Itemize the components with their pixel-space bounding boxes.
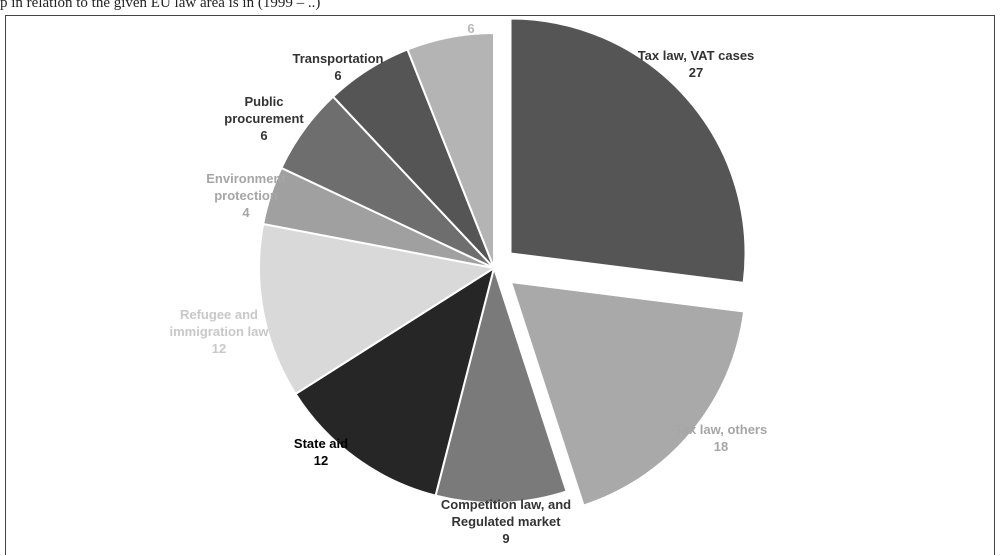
slice-name-refugee-and-immigration-law: immigration law xyxy=(170,324,270,339)
slice-label-environment-protection: Environment protection 4 xyxy=(206,171,286,220)
slice-name-public-procurement: procurement xyxy=(224,111,304,126)
pie-chart: Tax law, VAT cases 27 Tax law, others 18 Com… xyxy=(170,16,768,546)
slice-label-refugee-and-immigration-law: Refugee and immigration law 12 xyxy=(170,307,270,356)
slice-name-transportation: Transportation xyxy=(292,51,383,66)
pie-slice-tax-law-vat-cases xyxy=(509,17,747,285)
slice-value-state-aid: 12 xyxy=(314,453,328,468)
slice-name-tax-law-vat-cases: Tax law, VAT cases xyxy=(638,48,755,63)
slice-name-environment-protection: protection xyxy=(214,188,278,203)
slice-name-tax-law-others: Tax law, others xyxy=(675,422,767,437)
slice-label-tax-law-others: Tax law, others 18 xyxy=(675,422,767,454)
slice-name-refugee-and-immigration-law: Refugee and xyxy=(180,307,258,322)
slice-label-competition-law-and-regulated-market: Competition law, and Regulated market 9 xyxy=(441,497,571,546)
pie-slice-refugee-and-immigration-law xyxy=(258,222,497,396)
slice-value-environment-protection: 4 xyxy=(242,205,250,220)
slice-name-competition-law-and-regulated-market: Regulated market xyxy=(451,514,561,529)
slice-value-others: 6 xyxy=(467,21,474,36)
slice-name-competition-law-and-regulated-market: Competition law, and xyxy=(441,497,571,512)
slice-name-others: Others xyxy=(450,16,492,19)
slice-value-competition-law-and-regulated-market: 9 xyxy=(502,531,509,546)
pie-slice-others xyxy=(406,31,495,269)
slice-value-refugee-and-immigration-law: 12 xyxy=(212,341,226,356)
slice-name-state-aid: State aid xyxy=(294,436,348,451)
pie-slice-competition-law-and-regulated-market xyxy=(434,264,568,504)
slice-label-public-procurement: Public procurement 6 xyxy=(224,94,304,143)
pie-slice-tax-law-others xyxy=(509,280,746,507)
slice-value-tax-law-others: 18 xyxy=(714,439,728,454)
slice-name-public-procurement: Public xyxy=(244,94,283,109)
figure-caption: p in relation to the given EU law area i… xyxy=(0,0,321,11)
slice-value-transportation: 6 xyxy=(334,68,341,83)
pie-slice-state-aid xyxy=(294,265,496,497)
slice-label-others: Others 6 xyxy=(450,16,492,36)
slice-value-tax-law-vat-cases: 27 xyxy=(689,65,703,80)
slice-value-public-procurement: 6 xyxy=(260,128,267,143)
slice-name-environment-protection: Environment xyxy=(206,171,286,186)
chart-frame: Tax law, VAT cases 27 Tax law, others 18 Com… xyxy=(5,15,995,555)
slice-label-tax-law-vat-cases: Tax law, VAT cases 27 xyxy=(638,48,755,80)
slice-label-state-aid: State aid 12 xyxy=(294,436,348,468)
slice-label-transportation: Transportation 6 xyxy=(292,51,383,83)
